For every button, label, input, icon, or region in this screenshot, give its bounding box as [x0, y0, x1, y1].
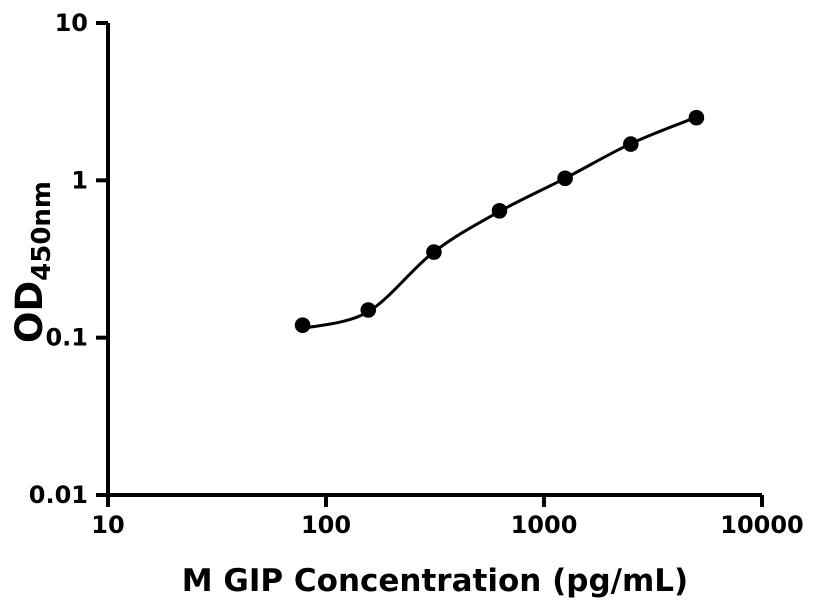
data-point — [688, 109, 705, 126]
x-tick-label: 10000 — [720, 511, 804, 539]
data-point — [623, 136, 639, 152]
y-axis-title-subscript: 450nm — [27, 181, 57, 281]
data-point — [360, 302, 377, 318]
y-axis-title: OD450nm — [8, 181, 57, 343]
x-tick-label: 10 — [91, 511, 124, 539]
y-tick-label: 1 — [71, 166, 88, 194]
x-tick-label: 100 — [301, 511, 351, 539]
x-tick-label: 1000 — [511, 511, 578, 539]
data-point — [491, 203, 508, 219]
data-point — [426, 244, 442, 260]
y-tick-label: 10 — [55, 9, 88, 37]
y-tick-label: 0.01 — [29, 481, 88, 509]
data-point — [557, 170, 573, 187]
x-axis-title: M GIP Concentration (pg/mL) — [182, 563, 688, 599]
y-axis-title-main: OD — [8, 281, 51, 343]
y-tick-label: 0.1 — [45, 324, 88, 352]
data-point — [294, 317, 311, 334]
